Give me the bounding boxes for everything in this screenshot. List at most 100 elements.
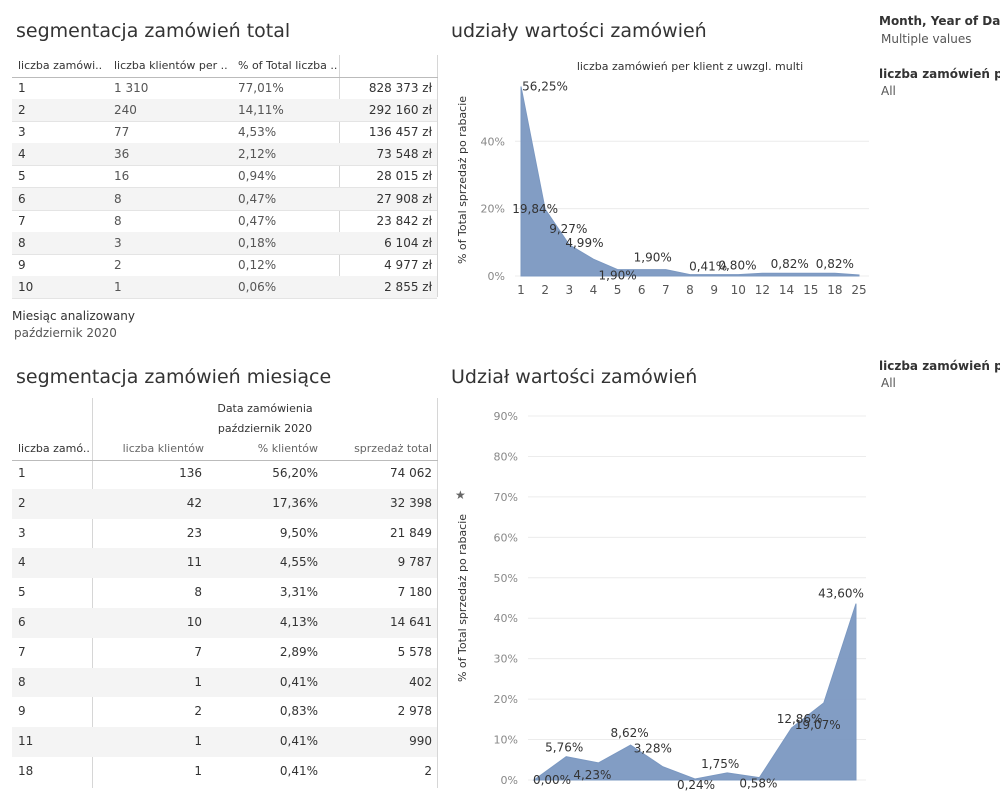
data-label: 4,99%: [565, 236, 603, 250]
clients-share-cell: 17,36%: [272, 495, 318, 510]
y-tick-label: 30%: [494, 653, 518, 666]
orders-count-cell: 5: [18, 169, 26, 184]
data-point[interactable]: [760, 271, 764, 275]
x-tick-label: 14: [779, 283, 794, 297]
sales-value-cell: 6 104 zł: [384, 235, 432, 250]
data-point[interactable]: [857, 273, 861, 277]
data-point[interactable]: [822, 701, 826, 705]
sales-value-cell: 990: [409, 734, 432, 749]
orders-count-cell: 4: [18, 555, 26, 570]
column-header[interactable]: liczba zamó..: [18, 442, 90, 455]
orders-count-cell: 1: [18, 466, 26, 480]
y-axis-label: % of Total sprzedaż po rabacie: [456, 96, 469, 264]
data-label: 0,24%: [677, 778, 715, 792]
table-row: 10 1 0,06% 2 855 zł: [12, 275, 437, 299]
orders-count-cell: 18: [18, 764, 34, 778]
column-header[interactable]: % klientów: [257, 442, 318, 455]
group-subheader: październik 2020: [217, 422, 313, 435]
chart1-svg[interactable]: 0%20%40%1 2 3 4 5 6 7 8 9 10 12 14 15 18 2556,25%19,84…: [452, 56, 872, 306]
group-header: Data zamówienia: [217, 402, 313, 415]
data-point[interactable]: [664, 268, 668, 272]
data-label: 8,62%: [611, 726, 649, 740]
data-point[interactable]: [564, 755, 568, 759]
total-section-title: segmentacja zamówień total: [16, 20, 291, 42]
column-header[interactable]: liczba klientów per ..: [114, 59, 228, 72]
sales-value-cell: 21 849: [390, 525, 432, 540]
table-row: 5 8 3,31% 7 180: [12, 578, 437, 608]
chart1-container[interactable]: 0% 20% 40% 1 2 3 4 5 6 7 8 9 10 12 14 15 18 25 56,25% 19,84…: [452, 56, 872, 306]
sales-value-cell: 74 062: [390, 466, 432, 480]
data-point[interactable]: [661, 765, 665, 769]
x-tick-label: 12: [755, 283, 770, 297]
clients-count-cell: 1: [194, 674, 202, 689]
clients-share-cell: 4,53%: [238, 125, 277, 140]
clients-count-cell: 136: [179, 466, 202, 480]
clients-share-cell: 4,55%: [279, 555, 318, 570]
data-point[interactable]: [790, 726, 794, 730]
table-row: 11 1 0,41% 990: [12, 727, 437, 757]
chart2-svg[interactable]: 0% 10% 20% 30% 40% 50% 60% 70% 80% 90% 0,00% 5,76% 4…: [452, 400, 872, 792]
orders-count-cell: 9: [18, 257, 26, 272]
sales-value-cell: 2: [424, 764, 432, 778]
orders-count-cell: 10: [18, 279, 34, 294]
filter-orders-value[interactable]: All: [881, 84, 896, 98]
orders-count-cell: 5: [18, 585, 26, 600]
x-tick-label: 3: [565, 283, 573, 297]
data-label: 0,00%: [533, 773, 571, 787]
y-tick-label: 80%: [494, 450, 518, 463]
clients-count-cell: 3: [114, 235, 122, 250]
data-point[interactable]: [736, 273, 740, 277]
data-point[interactable]: [591, 257, 595, 261]
orders-count-cell: 7: [18, 213, 26, 228]
filter-orders2-title: liczba zamówień p..: [879, 359, 1000, 373]
orders-count-cell: 7: [18, 644, 26, 659]
clients-share-cell: 4,13%: [279, 615, 318, 629]
filter-orders2-value[interactable]: All: [881, 376, 896, 390]
clients-share-cell: 2,12%: [238, 147, 277, 162]
column-header[interactable]: liczba klientów: [122, 442, 204, 455]
y-tick-label: 10%: [494, 734, 518, 747]
monthly-table: Data zamówienia październik 2020 liczba …: [12, 398, 438, 790]
chart2-container[interactable]: 0% 10% 20% 30% 40% 50% 60% 70% 80% 90% 0,00% 5,76% 4…: [452, 400, 872, 792]
data-label: 1,90%: [634, 251, 672, 265]
orders-count-cell: 9: [18, 704, 26, 719]
y-tick-label: 20%: [494, 693, 518, 706]
x-tick-label: 15: [803, 283, 818, 297]
data-point[interactable]: [833, 271, 837, 275]
table-row: 3 77 4,53% 136 457 zł: [12, 121, 437, 145]
orders-count-cell: 2: [18, 495, 26, 510]
clients-count-cell: 23: [186, 525, 202, 540]
chart2-heading: Udział wartości zamówień: [451, 366, 698, 388]
column-header[interactable]: [342, 55, 432, 77]
data-point[interactable]: [854, 602, 858, 606]
clients-share-cell: 0,94%: [238, 169, 277, 184]
x-tick-label: 7: [662, 283, 670, 297]
column-header[interactable]: sprzedaż total: [354, 442, 432, 455]
clients-count-cell: 8: [114, 191, 122, 206]
clients-share-cell: 0,06%: [238, 279, 277, 294]
data-point[interactable]: [809, 271, 813, 275]
data-label: 9,27%: [549, 222, 587, 236]
table-row: 9 2 0,12% 4 977 zł: [12, 254, 437, 277]
data-point[interactable]: [596, 761, 600, 765]
table-row: 2 42 17,36% 32 398: [12, 488, 437, 519]
data-point[interactable]: [640, 268, 644, 272]
y-tick-label: 90%: [494, 410, 518, 423]
data-point[interactable]: [785, 271, 789, 275]
y-tick-label: 70%: [494, 491, 518, 504]
clients-count-cell: 1: [114, 279, 122, 294]
table-row: 4 36 2,12% 73 548 zł: [12, 143, 437, 167]
filter-month-title: Month, Year of Da..: [879, 14, 1000, 28]
orders-count-cell: 8: [18, 235, 26, 250]
series-area: [532, 603, 857, 781]
x-tick-label: 8: [686, 283, 694, 297]
filter-month-value[interactable]: Multiple values: [881, 32, 972, 46]
analyzed-month-value[interactable]: październik 2020: [14, 326, 117, 340]
column-header[interactable]: liczba zamówi..: [18, 59, 103, 72]
column-header[interactable]: % of Total liczba ..: [238, 59, 338, 72]
data-label: 5,76%: [545, 741, 583, 755]
x-tick-label: 10: [731, 283, 746, 297]
data-point[interactable]: [629, 743, 633, 747]
data-point[interactable]: [725, 771, 729, 775]
pin-icon[interactable]: ★: [455, 488, 466, 502]
